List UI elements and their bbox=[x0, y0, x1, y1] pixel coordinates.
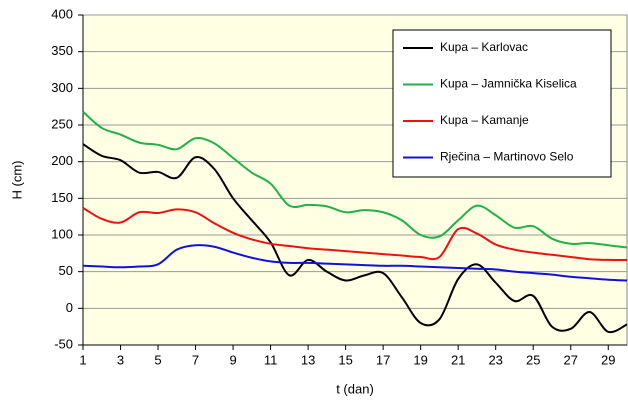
x-tick-label: 29 bbox=[601, 352, 615, 367]
x-tick-label: 19 bbox=[413, 352, 427, 367]
y-tick-label: 0 bbox=[66, 300, 73, 315]
x-tick-label: 1 bbox=[79, 352, 86, 367]
x-axis-label: t (dan) bbox=[336, 381, 374, 396]
x-tick-label: 21 bbox=[451, 352, 465, 367]
x-tick-label: 23 bbox=[488, 352, 502, 367]
y-tick-label: 50 bbox=[59, 263, 73, 278]
series-line bbox=[82, 244, 628, 282]
legend-box bbox=[392, 29, 612, 178]
y-tick-label: -50 bbox=[54, 336, 73, 351]
x-tick-label: 15 bbox=[338, 352, 352, 367]
legend-label: Kupa – Jamnička Kiselica bbox=[440, 77, 577, 91]
x-tick-label: 27 bbox=[563, 352, 577, 367]
x-tick-label: 25 bbox=[526, 352, 540, 367]
y-tick-label: 150 bbox=[51, 190, 73, 205]
x-tick-label: 9 bbox=[229, 352, 236, 367]
y-axis-label: H (cm) bbox=[9, 161, 24, 200]
series-line bbox=[82, 111, 628, 249]
series-line bbox=[82, 143, 628, 334]
x-tick-label: 7 bbox=[192, 352, 199, 367]
y-tick-label: 400 bbox=[51, 6, 73, 21]
y-tick-label: 350 bbox=[51, 43, 73, 58]
x-tick-label: 11 bbox=[264, 352, 278, 367]
legend-label: Rječina – Martinovo Selo bbox=[440, 150, 574, 164]
x-tick-label: 13 bbox=[301, 352, 315, 367]
legend-label: Kupa – Kamanje bbox=[440, 113, 529, 127]
x-tick-label: 3 bbox=[117, 352, 124, 367]
x-tick-label: 17 bbox=[376, 352, 390, 367]
legend-label: Kupa – Karlovac bbox=[440, 40, 528, 54]
series-line bbox=[82, 207, 628, 261]
y-tick-label: 250 bbox=[51, 116, 73, 131]
y-tick-label: 200 bbox=[51, 153, 73, 168]
y-tick-label: 300 bbox=[51, 80, 73, 95]
y-tick-label: 100 bbox=[51, 226, 73, 241]
x-tick-label: 5 bbox=[154, 352, 161, 367]
